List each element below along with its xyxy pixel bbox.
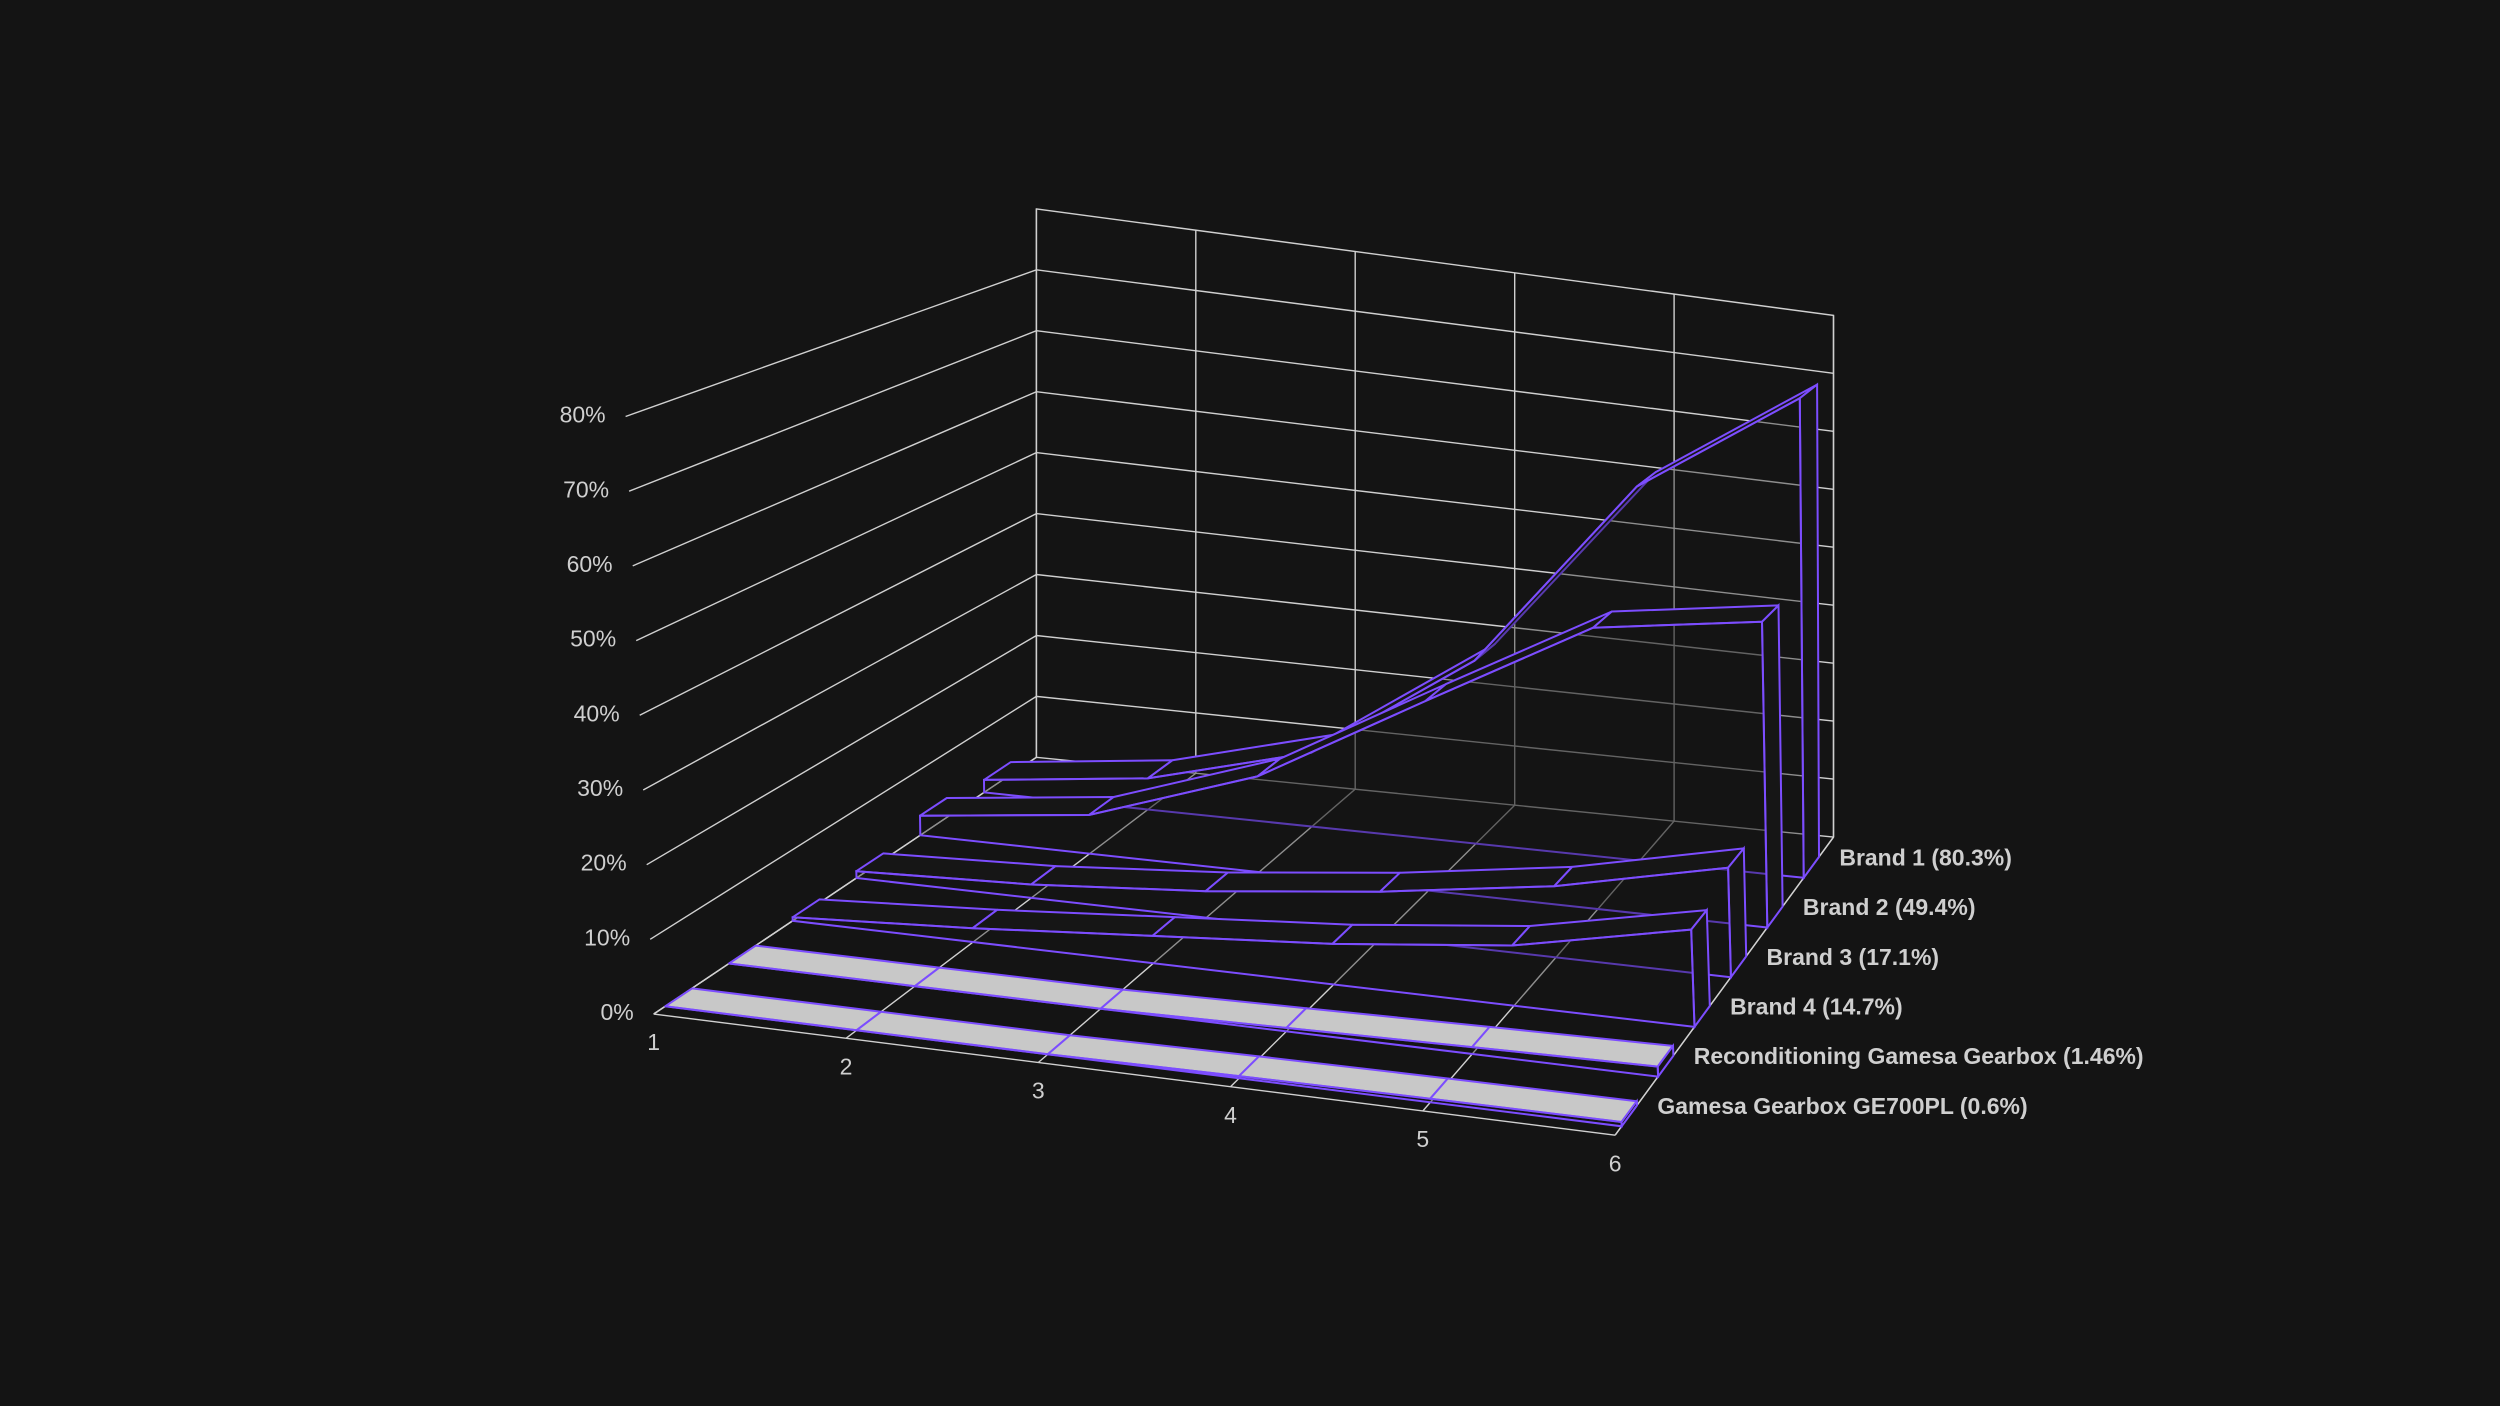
ribbon-top: [1204, 871, 1401, 893]
grid-line: [1230, 272, 1516, 1088]
y-tick-label: 10%: [584, 924, 630, 950]
legend-label: Brand 4 (14.7%): [1730, 994, 1903, 1020]
y-tick-label: 80%: [560, 402, 606, 428]
x-tick-label: 3: [1032, 1078, 1045, 1104]
y-tick-label: 40%: [574, 700, 620, 726]
y-tick-label: 30%: [577, 775, 623, 801]
legend-label: Reconditioning Gamesa Gearbox (1.46%): [1694, 1043, 2144, 1069]
grid-line: [1422, 294, 1675, 1112]
legend-label: Gamesa Gearbox GE700PL (0.6%): [1657, 1093, 2027, 1119]
grid-line: [1037, 251, 1356, 1064]
legend-label: Brand 3 (17.1%): [1767, 944, 1940, 970]
y-tick-label: 20%: [581, 850, 627, 876]
legend-label: Brand 2 (49.4%): [1803, 894, 1976, 920]
x-tick-label: 1: [647, 1029, 660, 1055]
x-tick-label: 6: [1609, 1150, 1622, 1176]
ribbon-face: [791, 916, 1696, 1029]
ribbon-face: [728, 962, 1660, 1078]
grid-line: [845, 230, 1197, 1039]
x-tick-label: 4: [1224, 1102, 1237, 1128]
y-tick-label: 50%: [570, 626, 616, 652]
ribbon-top: [1331, 923, 1531, 947]
right-wall-edge: [1614, 836, 1835, 1136]
x-tick-label: 2: [840, 1053, 853, 1079]
ribbon-face: [982, 396, 1805, 879]
ribbon-top: [983, 759, 1174, 781]
ribbon-face: [918, 620, 1769, 929]
y-tick-label: 0%: [600, 999, 633, 1025]
legend-label: Brand 1 (80.3%): [1839, 844, 2012, 870]
x-tick-label: 5: [1416, 1126, 1429, 1152]
ribbon-top: [919, 796, 1115, 817]
ribbon-face: [665, 1005, 1623, 1128]
y-tick-label: 60%: [567, 551, 613, 577]
y-tick-label: 70%: [563, 476, 609, 502]
front-axis: [653, 1013, 1616, 1136]
